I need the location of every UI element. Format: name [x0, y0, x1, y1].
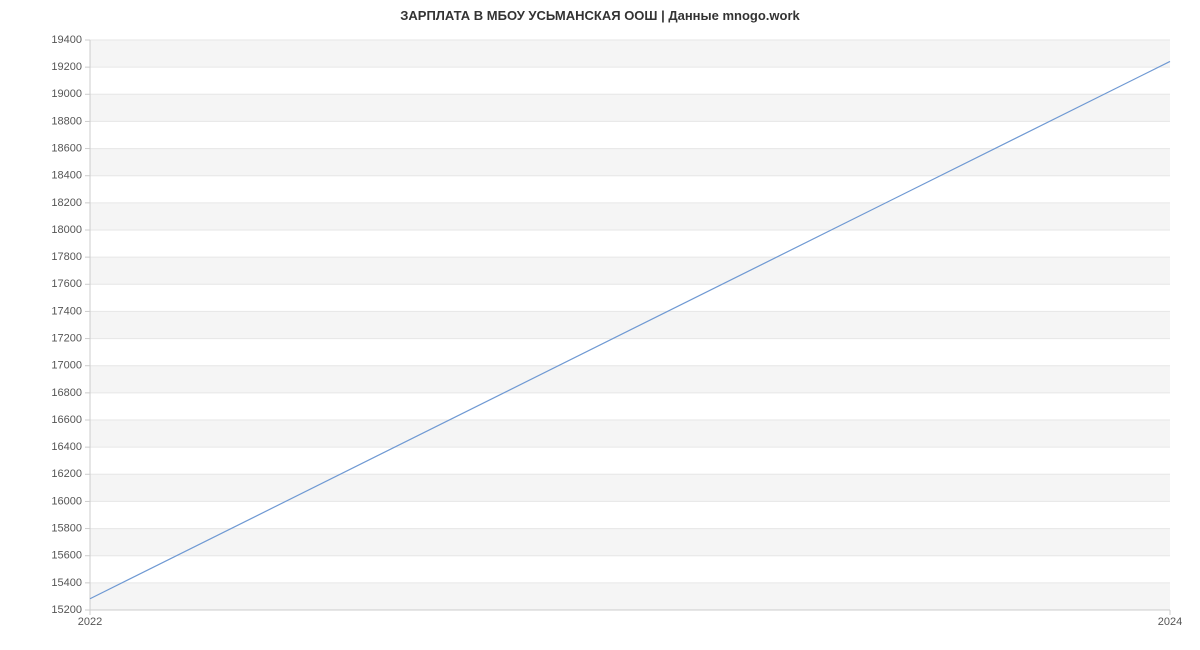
- y-tick-label: 16600: [51, 414, 82, 426]
- y-tick-label: 18200: [51, 197, 82, 209]
- grid-band: [90, 529, 1170, 556]
- grid-band: [90, 447, 1170, 474]
- grid-band: [90, 339, 1170, 366]
- y-tick-label: 17000: [51, 360, 82, 372]
- y-tick-label: 15800: [51, 522, 82, 534]
- y-tick-label: 19000: [51, 88, 82, 100]
- grid-band: [90, 393, 1170, 420]
- grid-band: [90, 474, 1170, 501]
- grid-band: [90, 149, 1170, 176]
- grid-band: [90, 67, 1170, 94]
- y-tick-label: 18000: [51, 224, 82, 236]
- y-tick-label: 17200: [51, 332, 82, 344]
- y-tick-label: 18400: [51, 170, 82, 182]
- grid-band: [90, 94, 1170, 121]
- grid-band: [90, 257, 1170, 284]
- grid-band: [90, 203, 1170, 230]
- y-tick-label: 17400: [51, 305, 82, 317]
- y-tick-label: 18600: [51, 142, 82, 154]
- grid-band: [90, 121, 1170, 148]
- chart-svg: 15200 15400 15600 15800 16000 16200 16400 16600…: [0, 0, 1200, 650]
- grid-band: [90, 284, 1170, 311]
- y-tick-label: 15200: [51, 604, 82, 616]
- y-tick-label: 18800: [51, 115, 82, 127]
- y-tick-label: 16000: [51, 495, 82, 507]
- grid-band: [90, 176, 1170, 203]
- grid-band: [90, 501, 1170, 528]
- grid-band: [90, 230, 1170, 257]
- grid-band: [90, 556, 1170, 583]
- grid-band: [90, 40, 1170, 67]
- line-chart: 15200 15400 15600 15800 16000 16200 16400 16600…: [0, 0, 1200, 650]
- y-tick-label: 19400: [51, 34, 82, 46]
- y-tick-label: 16400: [51, 441, 82, 453]
- y-tick-label: 17600: [51, 278, 82, 290]
- grid-band: [90, 311, 1170, 338]
- grid-band: [90, 583, 1170, 610]
- y-tick-label: 19200: [51, 61, 82, 73]
- y-tick-label: 15400: [51, 577, 82, 589]
- y-tick-label: 16200: [51, 468, 82, 480]
- grid-band: [90, 420, 1170, 447]
- x-tick-label: 2024: [1158, 616, 1182, 628]
- y-tick-label: 15600: [51, 550, 82, 562]
- grid-band: [90, 366, 1170, 393]
- x-tick-label: 2022: [78, 616, 102, 628]
- y-tick-label: 17800: [51, 251, 82, 263]
- y-tick-label: 16800: [51, 387, 82, 399]
